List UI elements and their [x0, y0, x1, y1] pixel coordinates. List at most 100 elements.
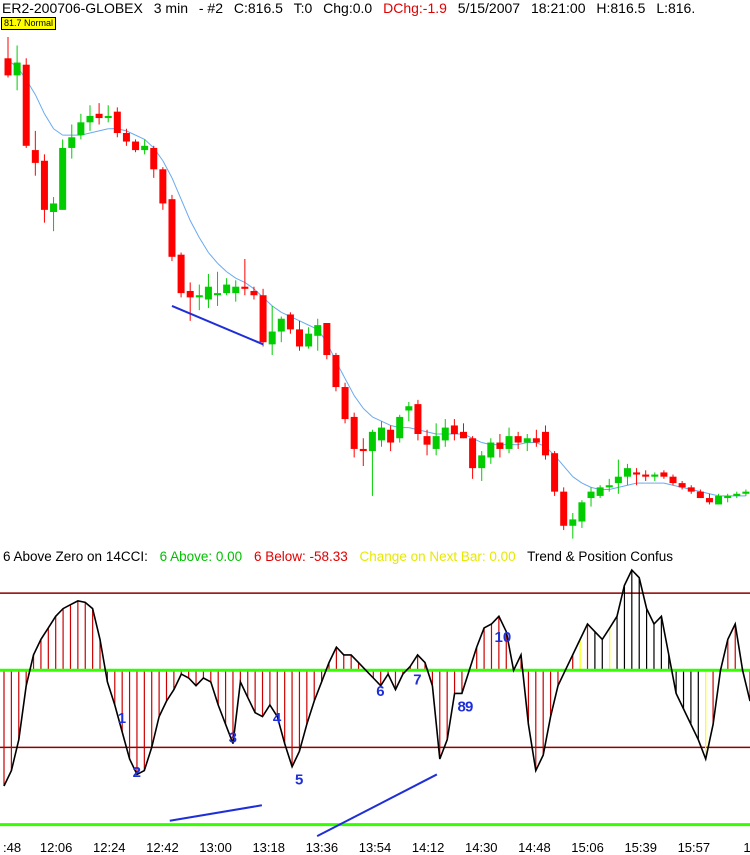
indicator-label: 6 Above Zero on 14CCI: 6 Above: 0.00 6 B…	[3, 549, 681, 564]
wave-label: 8	[458, 698, 466, 715]
candle-body	[505, 436, 513, 449]
candle-body	[31, 150, 39, 163]
candle-body	[469, 438, 477, 469]
candle-body	[40, 160, 48, 210]
wave-label: 9	[465, 698, 473, 715]
candle-body	[405, 406, 413, 411]
candle-body	[560, 491, 568, 526]
wave-label: 4	[273, 710, 282, 727]
moving-average-segment	[180, 198, 191, 221]
moving-average-segment	[709, 493, 719, 497]
moving-average-segment	[618, 484, 628, 488]
candle-body	[95, 113, 103, 119]
moving-average-segment	[226, 271, 237, 279]
candle-body	[459, 431, 467, 439]
candle-body	[587, 491, 595, 499]
moving-average-segment	[34, 94, 45, 115]
x-tick-label: 13:54	[359, 840, 392, 855]
candle-body	[569, 519, 577, 526]
wave-label: 7	[413, 671, 421, 688]
candle-body	[104, 115, 112, 119]
moving-average-segment	[189, 220, 200, 238]
moving-average-segment	[89, 130, 100, 134]
candle-body	[733, 493, 741, 496]
price-trendline	[171, 304, 264, 346]
moving-average-segment	[171, 177, 182, 200]
cci-trendline	[316, 773, 438, 838]
candle-body	[350, 416, 358, 449]
header-symbol: ER2-200706-GLOBEX	[2, 0, 143, 16]
wave-label: 10	[494, 629, 511, 646]
x-tick-label: 12:24	[93, 840, 126, 855]
wave-label: 2	[133, 764, 141, 781]
header-close: C:816.5	[233, 0, 283, 16]
candle-body	[77, 122, 85, 136]
moving-average-segment	[271, 305, 282, 313]
moving-average-segment	[98, 128, 109, 132]
moving-average-segment	[299, 320, 309, 326]
candle-body	[423, 436, 431, 445]
candle-body	[150, 147, 158, 170]
x-tick-label: 14:48	[518, 840, 551, 855]
wave-label: 5	[295, 772, 303, 789]
candle-body	[368, 431, 376, 452]
candle-body	[478, 455, 486, 469]
candle-body	[241, 286, 249, 289]
moving-average-segment	[381, 420, 391, 426]
candle-body	[259, 295, 267, 343]
moving-average-segment	[244, 282, 255, 290]
indicator-above: 6 Above: 0.00	[159, 549, 243, 564]
moving-average-segment	[426, 431, 437, 435]
x-tick-label: 14:12	[412, 840, 445, 855]
candle-body	[314, 325, 322, 336]
x-tick-label: 14:30	[465, 840, 498, 855]
candle-body	[578, 502, 586, 522]
candle-body	[177, 254, 185, 294]
indicator-trend: Trend & Position Confus	[527, 549, 673, 564]
candle-body	[13, 62, 21, 76]
candle-body	[651, 474, 659, 477]
x-tick-label: 15:06	[571, 840, 604, 855]
candle-body	[250, 290, 258, 296]
candle-body	[378, 427, 385, 441]
candle-body	[669, 476, 677, 484]
candle-body	[432, 436, 440, 449]
candle-body	[68, 137, 76, 148]
moving-average-segment	[135, 134, 145, 140]
candle-body	[323, 322, 331, 356]
moving-average-segment	[235, 277, 246, 283]
indicator-title: 6 Above Zero on 14CCI:	[3, 549, 148, 564]
indicator-change: Change on Next Bar: 0.00	[359, 549, 516, 564]
candle-body	[332, 355, 340, 388]
candle-body	[724, 495, 732, 499]
wave-label: 1	[118, 710, 126, 727]
moving-average-segment	[563, 465, 574, 478]
candle-body	[359, 448, 367, 452]
candle-body	[132, 141, 140, 151]
candle-body	[687, 487, 695, 492]
candle-body	[414, 404, 422, 434]
candle-body	[113, 111, 121, 134]
candle-body	[514, 436, 522, 443]
candle-body	[623, 468, 631, 477]
moving-average-segment	[353, 395, 364, 409]
candle-body	[742, 491, 750, 494]
candle-body	[214, 293, 222, 296]
moving-average-segment	[372, 416, 382, 422]
candle-body	[232, 286, 240, 294]
candle-body	[341, 387, 349, 420]
header-date: 5/15/2007	[457, 0, 521, 16]
x-tick-label: :48	[3, 840, 21, 855]
candle-body	[660, 472, 668, 477]
moving-average-segment	[581, 482, 592, 488]
candle-body	[186, 290, 194, 298]
candle-body	[86, 115, 94, 123]
candle-body	[614, 476, 622, 484]
candle-body	[305, 333, 313, 347]
moving-average-segment	[663, 482, 674, 486]
candle-body	[22, 64, 30, 146]
moving-average-segment	[609, 486, 619, 490]
candle-body	[387, 429, 395, 443]
x-tick-label: 15:39	[624, 840, 657, 855]
